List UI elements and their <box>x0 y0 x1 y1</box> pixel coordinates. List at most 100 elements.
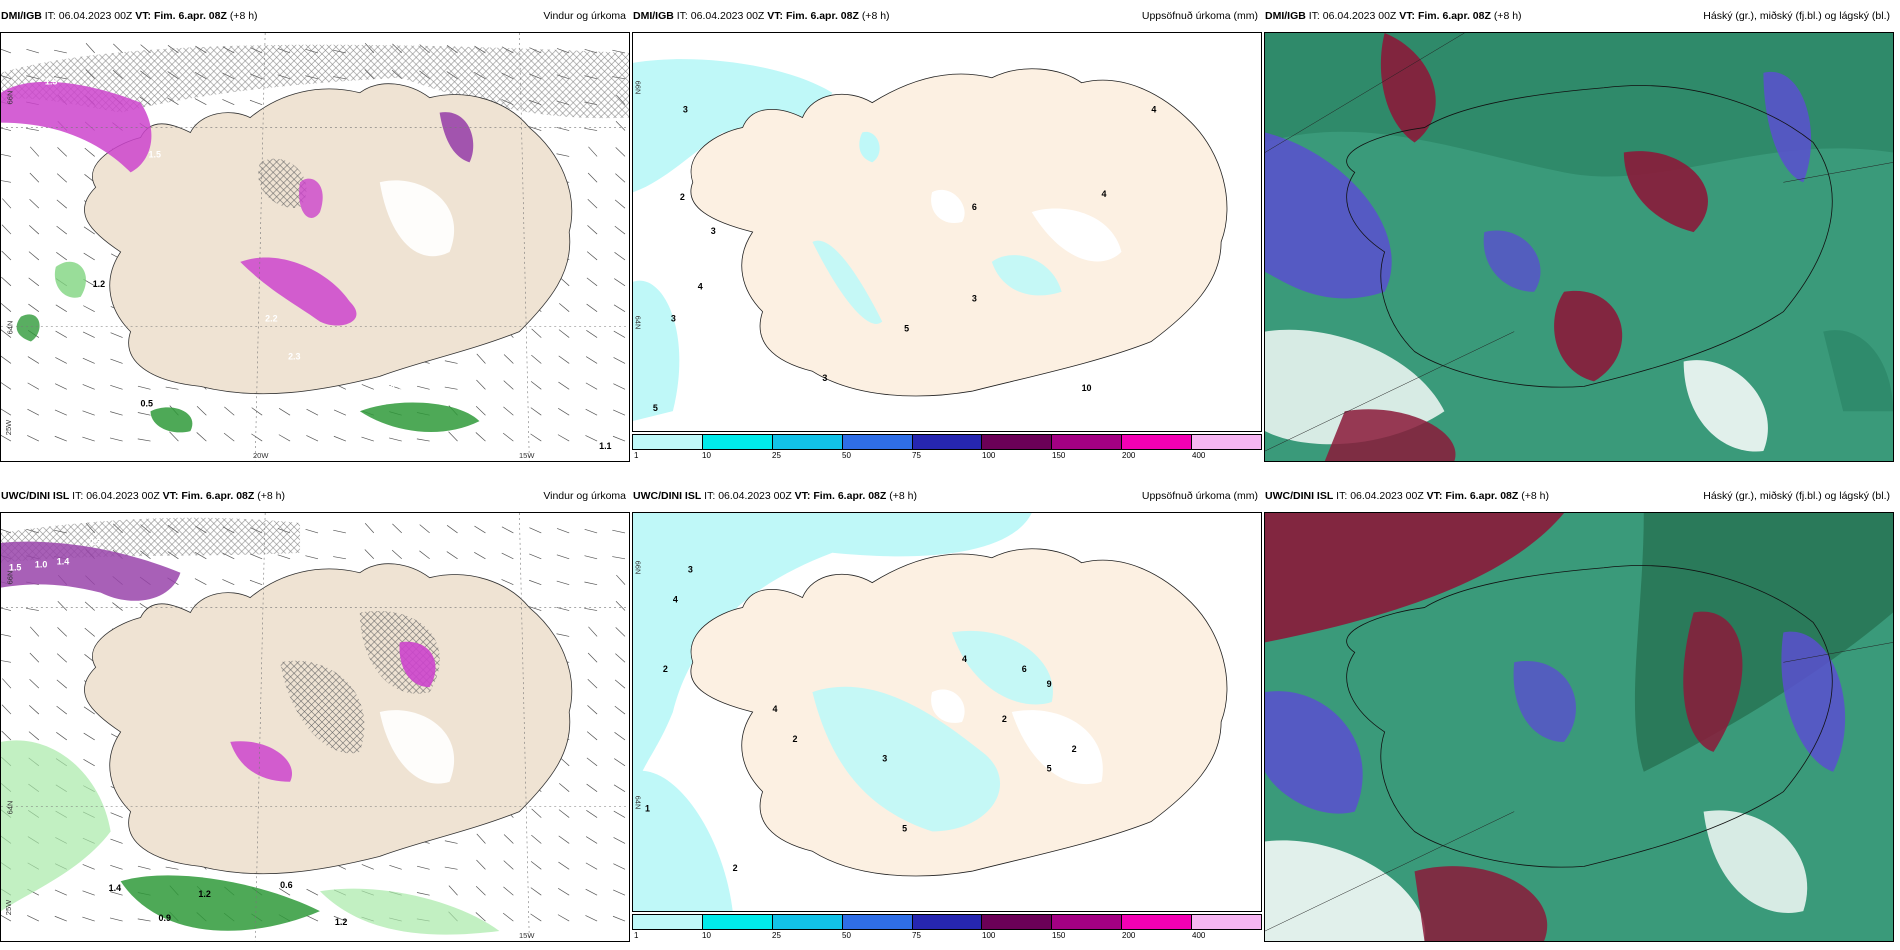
wind-barb <box>615 653 626 663</box>
init-time: 06.04.2023 00Z <box>690 10 765 22</box>
colorbar-swatch <box>1122 435 1193 449</box>
wind-barb <box>613 409 626 416</box>
accum-map: 3 2 3 4 3 5 4 6 4 5 3 3 10 <box>633 59 1228 422</box>
wind-map: 1.3 1.5 1.2 0.5 2.2 2.3 0.3 0.5 0.5 0.7 … <box>1 33 629 461</box>
precip-label: 0.7 <box>180 400 192 410</box>
accum-label: 3 <box>671 314 676 324</box>
wind-barb <box>612 915 626 922</box>
wind-barb <box>1 607 12 611</box>
wind-barb <box>613 837 626 844</box>
wind-barb <box>29 678 40 689</box>
precip-label: 1.2 <box>198 889 210 899</box>
wind-barb <box>444 360 458 364</box>
colorbar: 1 10 25 50 75 100 150 200 400 <box>632 914 1262 940</box>
wind-barb <box>558 355 570 364</box>
map-frame[interactable] <box>1264 512 1894 942</box>
wind-barb <box>614 758 626 767</box>
wind-barb <box>83 759 95 767</box>
wind-barb <box>29 652 40 663</box>
accum-label: 2 <box>1072 744 1077 754</box>
wind-barb <box>54 49 67 54</box>
precip-label: 0.5 <box>71 304 83 314</box>
wind-barb <box>137 865 151 870</box>
valid-time: Fim. 6.apr. 08Z <box>1445 490 1519 502</box>
wind-barb <box>588 626 598 637</box>
wind-barb <box>528 606 542 611</box>
wind-barb <box>475 432 486 442</box>
wind-barb <box>613 383 626 390</box>
wind-barb <box>558 861 570 870</box>
colorbar-label: 200 <box>1122 451 1136 460</box>
wind-barb <box>26 607 39 611</box>
wind-barb <box>444 866 458 870</box>
wind-barb <box>1 48 12 54</box>
wind-barb <box>82 384 95 390</box>
accum-label: 4 <box>962 654 967 664</box>
colorbar-swatch <box>1052 915 1123 929</box>
wind-barb <box>1 633 12 637</box>
wind-barb <box>503 860 514 870</box>
it-label: IT: <box>1308 10 1320 22</box>
wind-barb <box>27 408 40 416</box>
map-frame[interactable]: 1.5 1.0 1.4 0.3 1.4 0.3 0.9 1.2 0.6 0.2 … <box>0 512 630 942</box>
wind-barb <box>249 99 263 105</box>
colorbar-label: 400 <box>1192 451 1206 460</box>
wind-barb <box>529 553 542 560</box>
wind-barb <box>613 810 626 818</box>
wind-barb <box>83 706 95 715</box>
iceland-land <box>84 83 573 395</box>
accum-label: 3 <box>972 294 977 304</box>
wind-barb <box>55 330 67 338</box>
wind-barb <box>306 915 319 922</box>
model-name: DMI/IGB <box>1 10 42 22</box>
map-frame[interactable]: 3 2 3 4 3 5 4 6 4 5 3 3 10 66N 64N <box>632 32 1262 432</box>
cloud-map <box>1265 33 1893 461</box>
wind-barb <box>416 892 430 896</box>
panel-title: Vindur og úrkoma <box>543 10 626 22</box>
wind-barb <box>196 432 207 442</box>
wind-barb <box>306 408 319 416</box>
wind-barb <box>530 407 542 416</box>
map-frame[interactable] <box>1264 32 1894 462</box>
wind-barb <box>2 198 12 209</box>
wind-barb <box>137 385 151 390</box>
wind-barb <box>531 808 542 818</box>
wind-barb <box>586 757 598 767</box>
wind-barb <box>222 99 235 105</box>
map-frame[interactable]: 1.3 1.5 1.2 0.5 2.2 2.3 0.3 0.5 0.5 0.7 … <box>0 32 630 462</box>
vt-label: VT: <box>135 10 152 22</box>
accum-label: 5 <box>902 823 907 833</box>
panel-header: DMI/IGB IT: 06.04.2023 00Z VT: Fim. 6.ap… <box>1264 0 1894 32</box>
accum-label: 1 <box>645 804 650 814</box>
wind-barb <box>584 581 598 586</box>
lat-label: 64N <box>5 320 15 335</box>
wind-barb <box>194 98 207 105</box>
colorbar-swatch <box>912 915 983 929</box>
wind-barb <box>530 887 542 896</box>
precip-label: 2.3 <box>288 351 300 361</box>
wind-barb <box>530 433 542 442</box>
wind-barb <box>530 861 542 870</box>
wind-barb <box>615 627 626 637</box>
wind-barb <box>558 835 570 844</box>
precip-label: 1.2 <box>335 917 347 927</box>
wind-barb <box>612 529 626 534</box>
wind-barb <box>501 552 514 560</box>
init-time: 06.04.2023 00Z <box>1350 490 1424 502</box>
wind-barb <box>110 812 123 818</box>
wind-barb <box>587 172 598 183</box>
colorbar-swatch <box>633 435 703 449</box>
wind-barb <box>82 916 95 922</box>
colorbar-swatch <box>633 915 703 929</box>
wind-barb <box>585 356 598 364</box>
valid-time: Fim. 6.apr. 08Z <box>1417 10 1491 22</box>
wind-barb <box>223 432 235 442</box>
panel-dmi-wind-precip: DMI/IGB IT: 06.04.2023 00Z VT: Fim. 6.ap… <box>0 0 630 465</box>
lat-label: 64N <box>633 315 643 330</box>
map-frame[interactable]: 3 4 2 1 4 2 3 4 6 9 2 2 5 5 2 66N 64N <box>632 512 1262 912</box>
wind-barb <box>109 437 123 442</box>
wind-barb <box>558 381 570 390</box>
colorbar-swatch <box>842 435 913 449</box>
wind-barb <box>1 276 12 287</box>
colorbar-label: 50 <box>842 451 851 460</box>
